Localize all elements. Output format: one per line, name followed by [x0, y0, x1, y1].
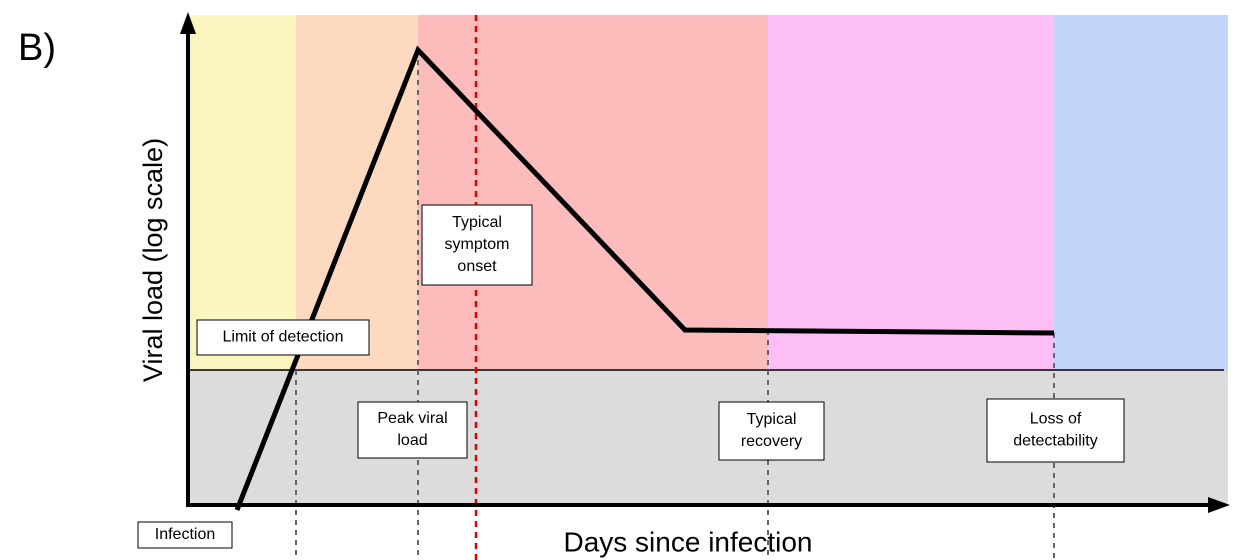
annotation-box: [986, 398, 1125, 463]
panel-label: B): [18, 27, 56, 69]
annotation-text: Peak viral: [377, 410, 447, 427]
annotation-text: Limit of detection: [223, 329, 344, 346]
annotation-text: Typical: [747, 411, 797, 428]
annotation-text: symptom: [445, 236, 510, 253]
band-red: [418, 15, 768, 370]
y-axis-label: Viral load (log scale): [138, 138, 168, 382]
annotation-box: [196, 319, 370, 356]
band-blue: [1054, 15, 1228, 370]
annotation-text: Loss of: [1030, 411, 1082, 428]
annotation-text: Infection: [155, 526, 215, 543]
annotation-text: load: [397, 432, 427, 449]
y-arrow: [180, 12, 196, 34]
annotation-box: [137, 521, 233, 549]
annotation-text: recovery: [741, 433, 802, 450]
band-pink: [768, 15, 1054, 370]
band-yellow: [188, 15, 296, 370]
annotations: Limit of detection Typical symptom onset Pea…: [137, 204, 1125, 549]
annotation-box: [718, 401, 825, 461]
annotation-box: [421, 204, 533, 286]
viral-load-curve: [234, 45, 1055, 511]
annotation-text: detectability: [1013, 433, 1098, 450]
annotation-text: onset: [457, 258, 497, 275]
annotation-box: [357, 401, 468, 459]
annotation-text: Typical: [452, 214, 502, 231]
x-axis-label: Days since infection: [563, 526, 812, 557]
x-arrow: [1208, 497, 1230, 513]
